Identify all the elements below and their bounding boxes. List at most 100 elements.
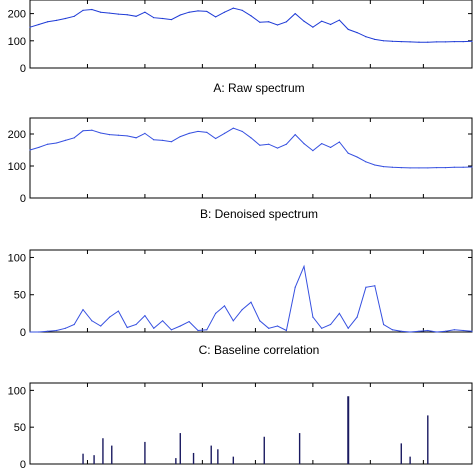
data-point bbox=[400, 330, 402, 332]
y-tick-label: 50 bbox=[14, 290, 26, 302]
data-point bbox=[462, 329, 464, 332]
data-point bbox=[365, 161, 367, 163]
data-point bbox=[409, 331, 411, 333]
data-point bbox=[179, 325, 181, 327]
data-point bbox=[383, 40, 385, 42]
data-point bbox=[91, 8, 93, 11]
y-tick-label: 100 bbox=[8, 252, 26, 264]
data-point bbox=[321, 143, 323, 145]
data-point bbox=[418, 330, 420, 332]
data-point bbox=[347, 152, 349, 154]
data-point bbox=[250, 301, 252, 303]
panel-1: 0 100 200 A: Raw spectrum bbox=[8, 0, 473, 95]
data-point bbox=[73, 137, 75, 139]
data-point bbox=[232, 127, 234, 129]
data-point bbox=[215, 137, 217, 140]
data-point bbox=[312, 150, 314, 152]
y-tick-label: 0 bbox=[20, 327, 26, 339]
data-point bbox=[29, 331, 31, 333]
data-point bbox=[418, 167, 420, 169]
data-point bbox=[356, 316, 358, 318]
y-tick-label: 100 bbox=[8, 385, 26, 397]
panel-2: 0 100 200 B: Denoised spectrum bbox=[8, 117, 473, 221]
data-point bbox=[117, 134, 119, 136]
data-point bbox=[170, 329, 173, 331]
panel-frame bbox=[29, 0, 473, 69]
data-point bbox=[135, 323, 137, 326]
data-point bbox=[391, 166, 394, 168]
data-point bbox=[427, 329, 429, 332]
data-point bbox=[206, 10, 208, 13]
data-point bbox=[100, 11, 102, 13]
y-tick-label: 200 bbox=[8, 129, 26, 141]
y-tick-label: 0 bbox=[20, 63, 26, 75]
data-point bbox=[444, 167, 447, 169]
data-point bbox=[356, 32, 358, 34]
data-point bbox=[153, 139, 155, 141]
data-point bbox=[285, 143, 287, 145]
data-point bbox=[471, 330, 473, 332]
data-point bbox=[276, 147, 279, 149]
data-point bbox=[268, 21, 270, 23]
data-point bbox=[38, 23, 40, 26]
data-point bbox=[285, 329, 287, 332]
data-point bbox=[338, 19, 340, 21]
data-point bbox=[188, 132, 190, 134]
data-point bbox=[365, 286, 367, 288]
data-point bbox=[418, 41, 420, 43]
y-tick-label: 0 bbox=[20, 459, 26, 471]
data-point bbox=[223, 132, 226, 134]
data-point bbox=[170, 18, 173, 21]
data-point bbox=[170, 141, 173, 143]
data-point bbox=[436, 331, 438, 333]
data-point bbox=[162, 139, 164, 141]
data-point bbox=[400, 167, 402, 169]
data-point bbox=[347, 327, 349, 329]
data-point bbox=[259, 21, 261, 23]
data-point bbox=[64, 139, 66, 141]
data-point bbox=[144, 11, 146, 13]
data-point bbox=[312, 316, 314, 318]
data-point bbox=[383, 166, 385, 168]
data-point bbox=[471, 166, 473, 168]
panel-3: 0 50 100 C: Baseline correlation bbox=[8, 249, 473, 357]
data-point bbox=[436, 41, 438, 43]
data-point bbox=[436, 167, 438, 169]
data-point bbox=[276, 24, 279, 26]
data-point bbox=[303, 20, 305, 22]
data-point bbox=[356, 156, 358, 158]
panel-frame bbox=[29, 382, 473, 465]
data-point bbox=[91, 320, 93, 322]
data-point bbox=[55, 142, 58, 144]
y-tick-label: 50 bbox=[14, 422, 26, 434]
data-point bbox=[126, 326, 128, 329]
data-point bbox=[162, 320, 164, 322]
data-point bbox=[294, 12, 296, 15]
data-point bbox=[374, 38, 376, 41]
data-point bbox=[64, 327, 66, 329]
y-tick-label: 100 bbox=[8, 36, 26, 48]
data-point bbox=[153, 327, 155, 329]
data-point bbox=[64, 17, 66, 20]
data-point bbox=[268, 143, 270, 145]
data-point bbox=[338, 141, 340, 143]
data-point bbox=[453, 329, 455, 331]
data-point bbox=[100, 132, 102, 134]
data-point bbox=[47, 21, 49, 23]
data-point bbox=[427, 41, 429, 43]
data-point bbox=[400, 41, 402, 43]
data-point bbox=[303, 143, 305, 145]
data-point bbox=[144, 315, 146, 317]
data-point bbox=[100, 325, 102, 327]
data-point bbox=[38, 146, 40, 149]
data-point bbox=[444, 330, 447, 332]
data-point bbox=[329, 23, 332, 26]
panel-frame bbox=[29, 117, 473, 199]
data-point bbox=[197, 10, 199, 12]
data-point bbox=[294, 286, 296, 288]
data-point bbox=[462, 41, 464, 43]
panel-caption: A: Raw spectrum bbox=[213, 81, 304, 95]
data-point bbox=[117, 310, 119, 312]
data-point bbox=[321, 327, 323, 329]
data-point bbox=[453, 41, 455, 43]
